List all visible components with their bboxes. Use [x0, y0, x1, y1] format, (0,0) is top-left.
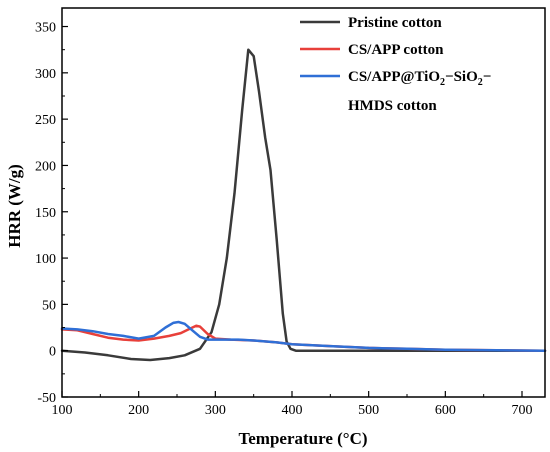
- plot-frame: [61, 7, 546, 398]
- y-tick-label-8: 350: [35, 21, 56, 36]
- y-tick-label-4: 150: [35, 206, 56, 221]
- legend: Pristine cotton CS/APP cotton CS/APP@TiO…: [300, 15, 491, 114]
- ticks-layer: 100 200 300 400 500 600 700 -50 0 50 100 150 200 250 3…: [35, 21, 533, 418]
- x-tick-label-4: 500: [358, 403, 379, 418]
- legend-label-tio2-line2: HMDS cotton: [348, 98, 437, 114]
- y-tick-label-6: 250: [35, 113, 56, 128]
- series-layer: [60, 48, 547, 362]
- legend-tio2-part1: CS/APP@TiO: [348, 69, 440, 85]
- legend-tio2-part3: −: [483, 69, 492, 85]
- x-tick-label-0: 100: [52, 403, 73, 418]
- y-tick-label-0: -50: [37, 391, 56, 406]
- y-axis-title: HRR (W/g): [5, 164, 24, 248]
- legend-label-pristine: Pristine cotton: [348, 15, 442, 31]
- x-tick-label-1: 200: [128, 403, 149, 418]
- legend-tio2-sub1: 2: [440, 77, 445, 88]
- legend-label-tio2-line1: CS/APP@TiO2−SiO2−: [348, 69, 491, 88]
- y-tick-label-1: 0: [49, 345, 56, 360]
- series-line-2: [60, 320, 547, 352]
- y-tick-label-3: 100: [35, 252, 56, 267]
- x-tick-label-6: 700: [512, 403, 533, 418]
- legend-label-csapp: CS/APP cotton: [348, 42, 444, 58]
- x-tick-label-2: 300: [205, 403, 226, 418]
- x-tick-label-5: 600: [435, 403, 456, 418]
- legend-tio2-part2: −SiO: [445, 69, 478, 85]
- y-tick-label-5: 200: [35, 159, 56, 174]
- series-line-0: [60, 48, 547, 362]
- x-tick-label-3: 400: [282, 403, 303, 418]
- y-tick-label-7: 300: [35, 67, 56, 82]
- y-tick-label-2: 50: [42, 298, 56, 313]
- legend-tio2-sub2: 2: [478, 77, 483, 88]
- x-axis-title: Temperature (°C): [238, 429, 367, 448]
- axes-layer: [61, 7, 546, 398]
